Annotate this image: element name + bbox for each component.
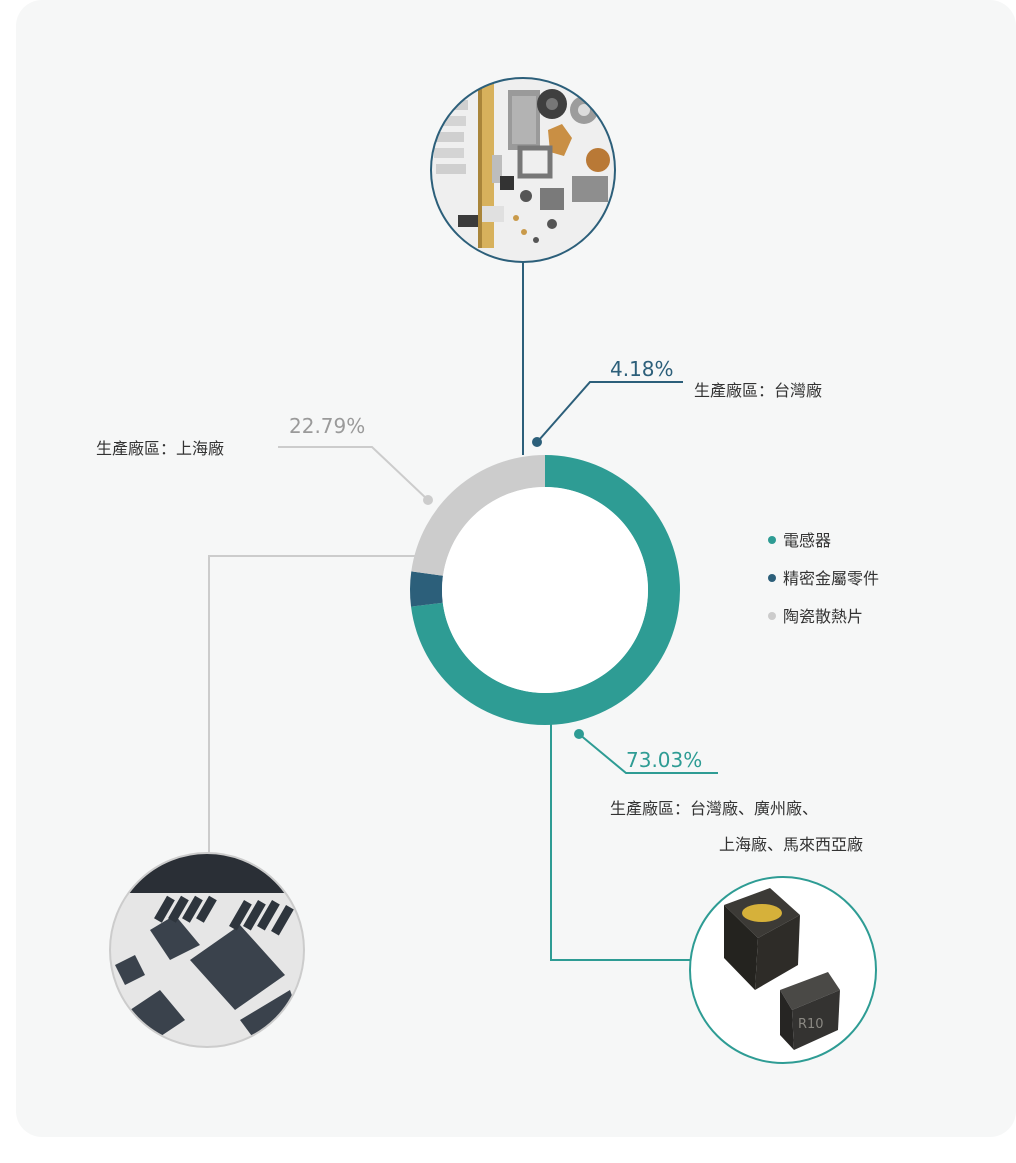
ceramic-site: 生產廠區：上海廠 [96, 439, 224, 458]
metal-parts-photo [430, 77, 616, 263]
donut-slices [410, 455, 680, 725]
donut-hole [442, 487, 648, 693]
legend-item-inductor: 電感器 [768, 531, 831, 550]
legend-swatch [768, 612, 776, 620]
legend-swatch [768, 536, 776, 544]
metal-parts-callout: 4.18% 生產廠區：台灣廠 [522, 262, 822, 455]
donut-slice-ceramic [411, 455, 545, 576]
inductor-photo: R10 [689, 876, 877, 1064]
legend-label: 精密金屬零件 [783, 569, 879, 588]
ceramic-pct: 22.79% [289, 414, 365, 438]
metal-parts-site: 生產廠區：台灣廠 [694, 381, 822, 400]
donut-slice-metal [410, 571, 443, 607]
ceramic-photo [109, 852, 305, 1048]
legend-item-metal: 精密金屬零件 [768, 569, 879, 588]
legend-label: 陶瓷散熱片 [783, 607, 863, 626]
legend-label: 電感器 [783, 531, 831, 550]
ceramic-callout: 22.79% 生產廠區：上海廠 [96, 414, 433, 853]
legend-item-ceramic: 陶瓷散熱片 [768, 607, 863, 626]
metal-parts-pct: 4.18% [610, 357, 674, 381]
legend-swatch [768, 574, 776, 582]
legend: 電感器 精密金屬零件 陶瓷散熱片 [768, 531, 879, 626]
inductor-site-line1: 生產廠區：台灣廠、廣州廠、 [610, 799, 818, 818]
inductor-marking: R10 [798, 1017, 824, 1032]
inductor-callout: 73.03% 生產廠區：台灣廠、廣州廠、 上海廠、馬來西亞廠 [550, 720, 863, 961]
inductor-site-line2: 上海廠、馬來西亞廠 [719, 835, 863, 854]
inductor-pct: 73.03% [626, 748, 702, 772]
